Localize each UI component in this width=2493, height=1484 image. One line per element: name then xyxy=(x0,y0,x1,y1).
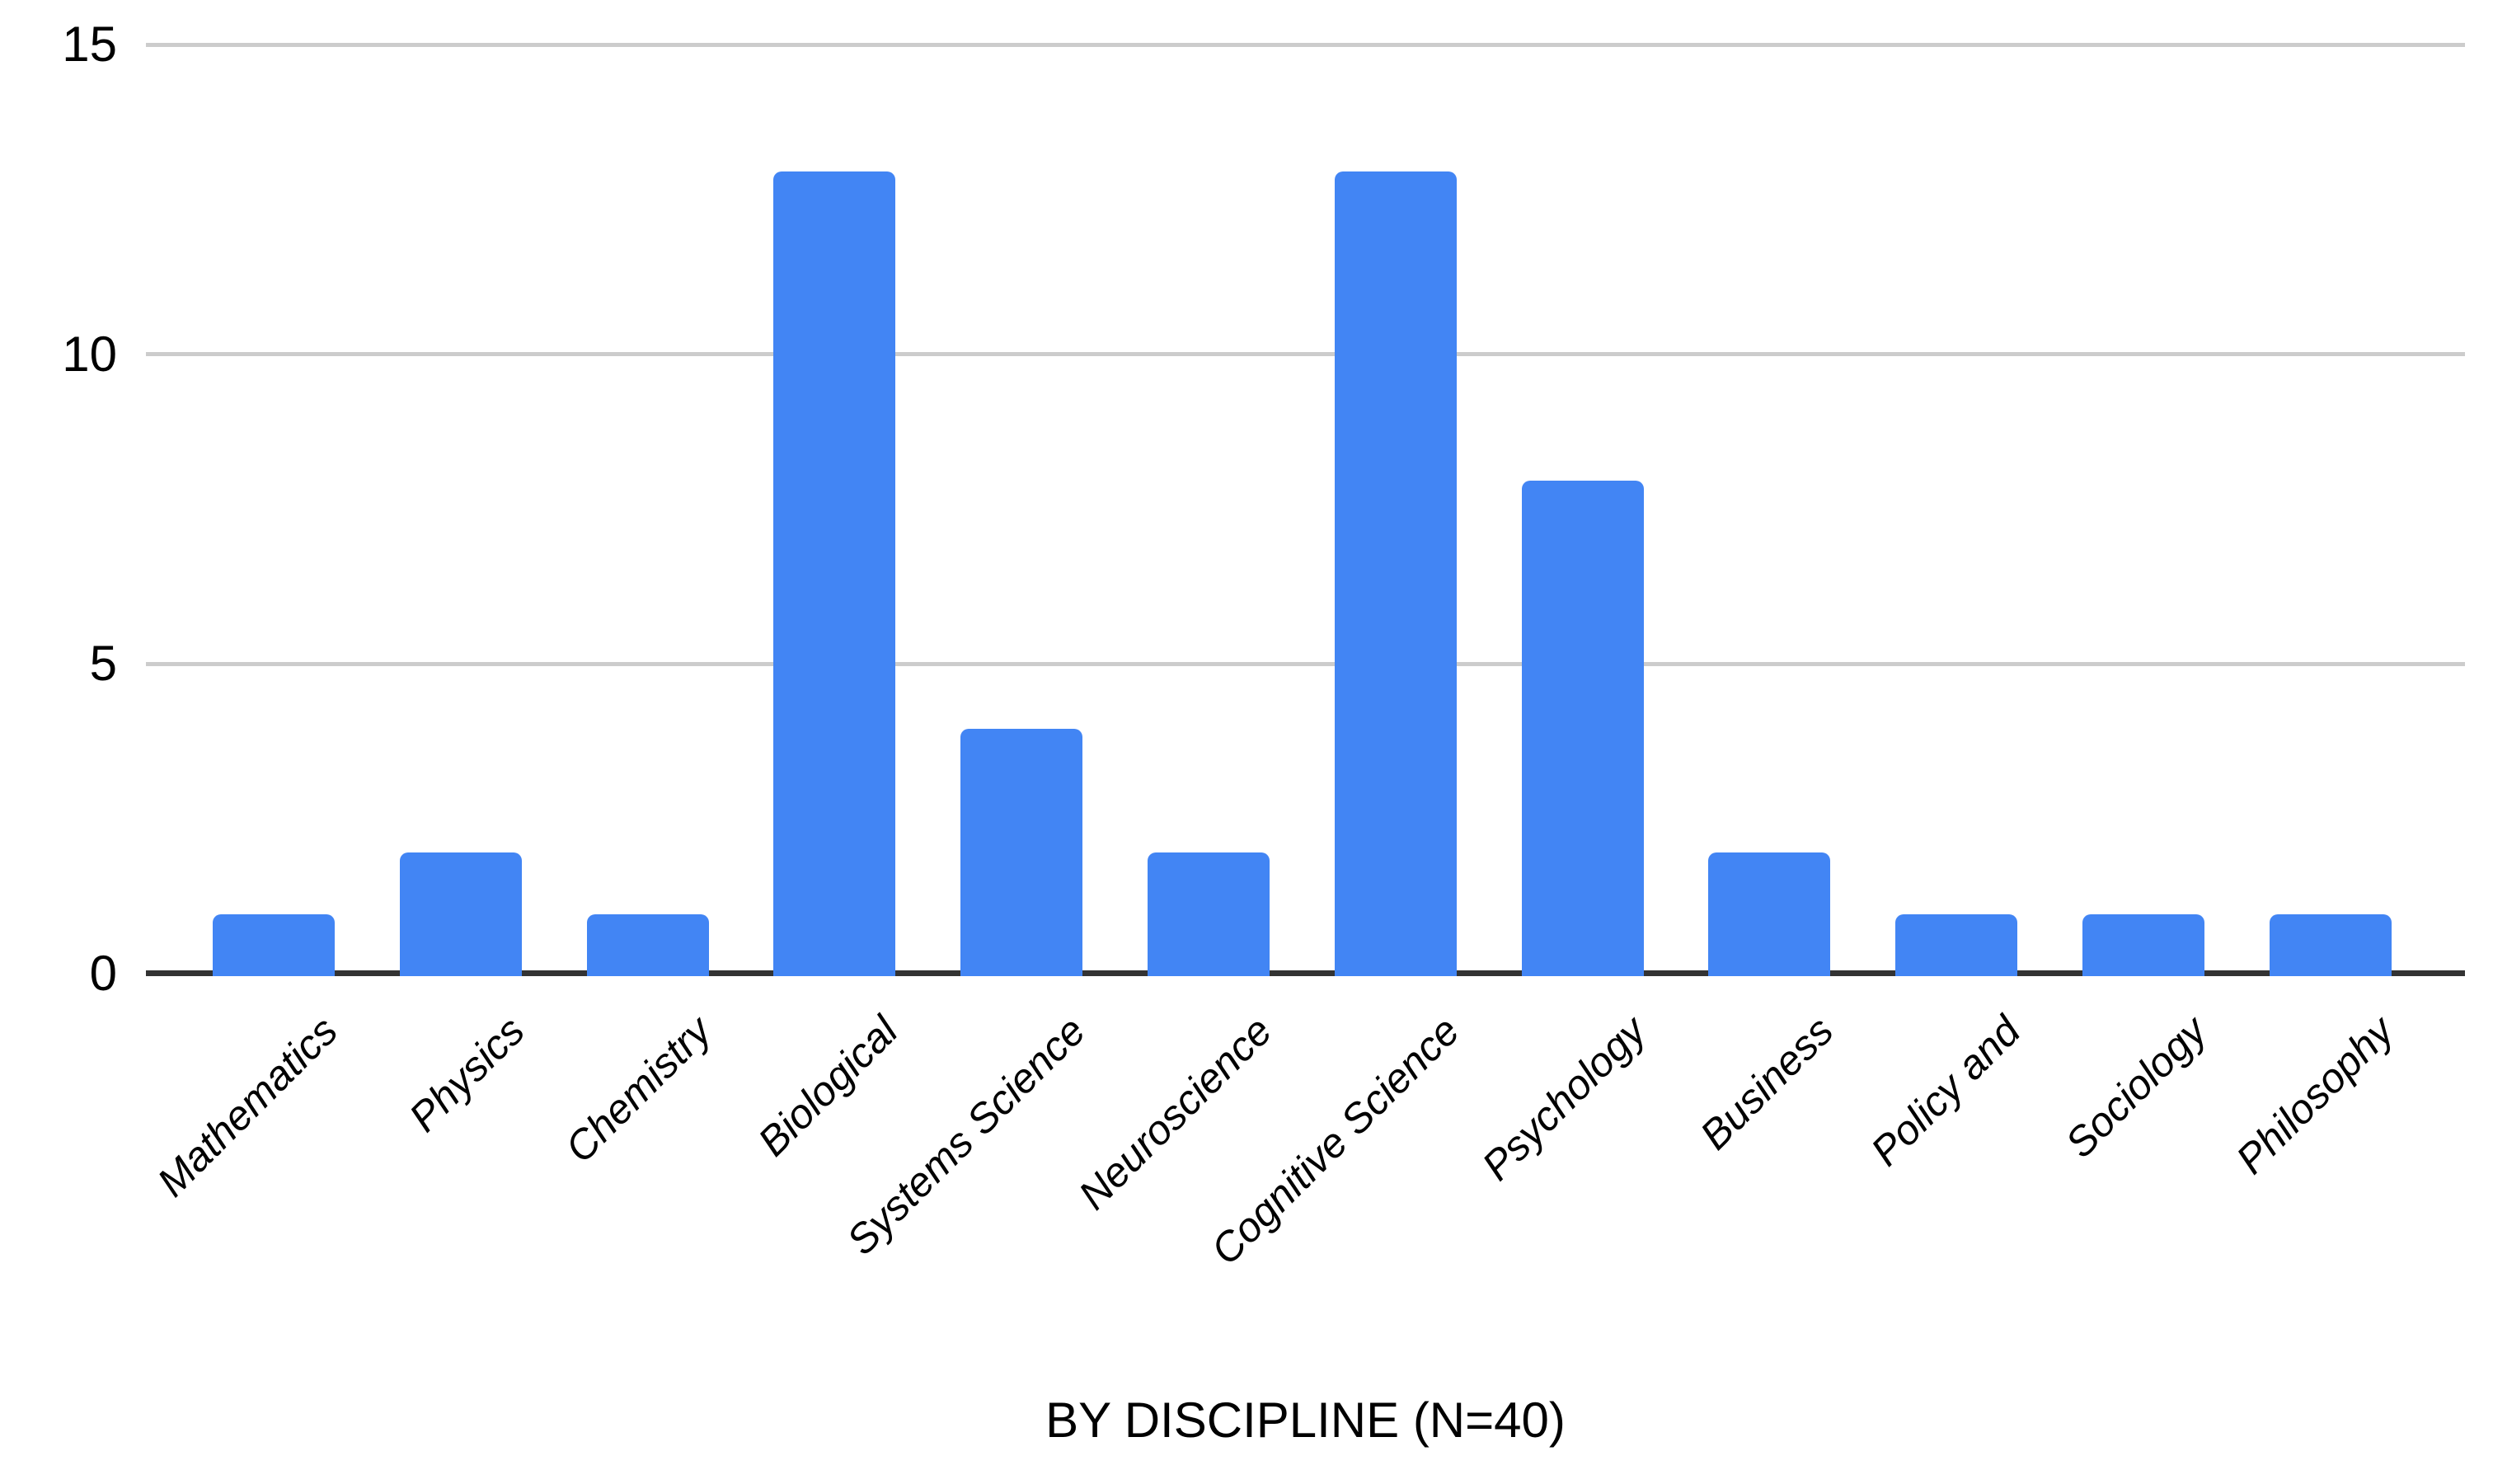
x-tick-label-neuroscience: Neuroscience xyxy=(1069,1007,1281,1219)
bar-philosophy xyxy=(2269,913,2392,976)
x-tick-label-philosophy: Philosophy xyxy=(2227,1007,2403,1183)
x-tick-label-business: Business xyxy=(1690,1007,1843,1159)
x-axis-title: BY DISCIPLINE (N=40) xyxy=(1045,1392,1566,1448)
x-tick-label-physics: Physics xyxy=(400,1007,533,1141)
x-axis-line xyxy=(146,970,2465,976)
x-tick-label-mathematics: Mathematics xyxy=(148,1007,346,1206)
gridline-y5 xyxy=(146,661,2465,666)
gridline-y10 xyxy=(146,352,2465,357)
x-tick-label-biological: Biological xyxy=(749,1007,908,1165)
y-tick-label-10: 10 xyxy=(62,326,117,382)
x-tick-label-chemistry: Chemistry xyxy=(556,1007,721,1172)
bar-physics xyxy=(399,852,522,976)
bar-policy-and xyxy=(1895,913,2018,976)
gridline-y15 xyxy=(146,42,2465,47)
bar-sociology xyxy=(2082,913,2204,976)
bar-business xyxy=(1708,852,1831,976)
bar-systems-science xyxy=(960,728,1083,976)
y-tick-label-0: 0 xyxy=(89,945,117,1001)
y-tick-label-15: 15 xyxy=(62,16,117,73)
x-tick-label-psychology: Psychology xyxy=(1472,1007,1655,1190)
y-tick-label-5: 5 xyxy=(89,636,117,692)
bar-mathematics xyxy=(213,913,335,976)
x-tick-label-sociology: Sociology xyxy=(2056,1007,2216,1167)
bar-cognitive-science xyxy=(1334,171,1457,976)
bar-neuroscience xyxy=(1148,852,1270,976)
x-tick-label-policy-and: Policy and xyxy=(1862,1007,2029,1175)
bar-chemistry xyxy=(586,913,709,976)
bar-biological xyxy=(773,171,896,976)
bar-psychology xyxy=(1521,481,1644,976)
